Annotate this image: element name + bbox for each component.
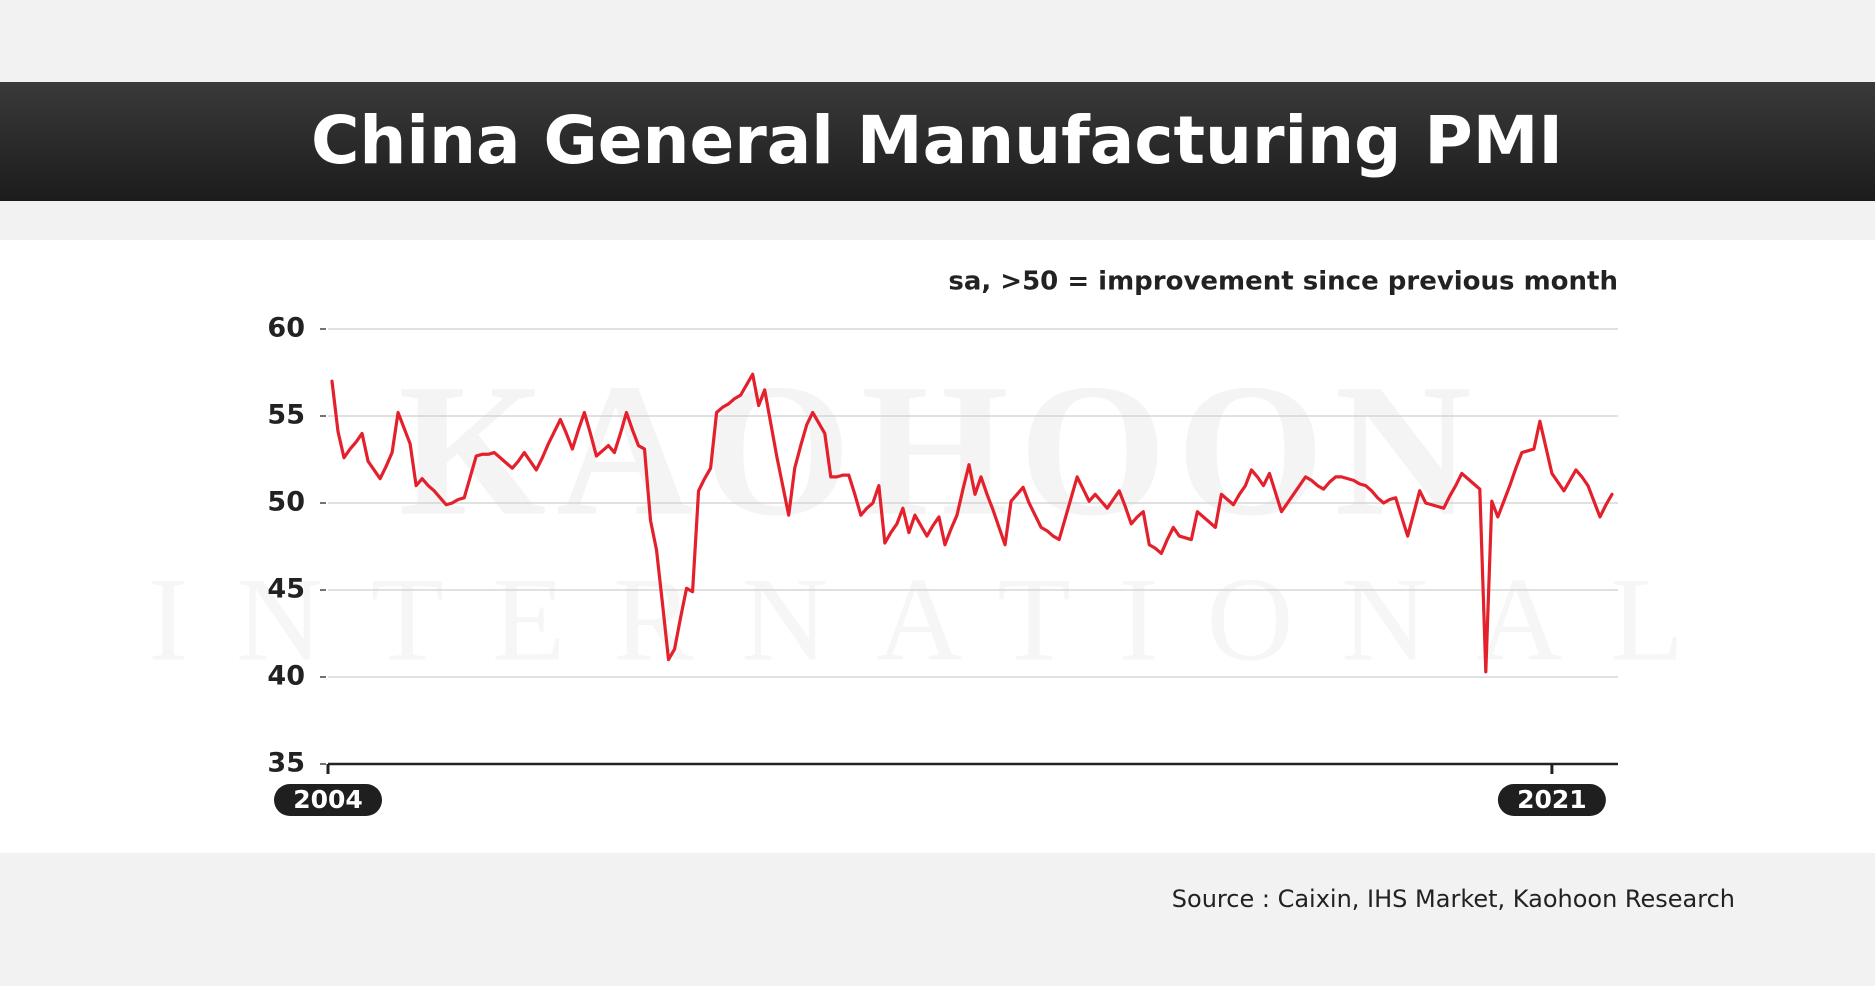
plot-area: 35 40 45 50 55 60 2004 2021	[267, 313, 1618, 816]
source-note: Source : Caixin, IHS Market, Kaohoon Res…	[1172, 885, 1735, 913]
chart-panel	[0, 240, 1875, 853]
y-tick-label: 35	[267, 748, 305, 779]
y-tick-label: 40	[267, 661, 305, 692]
watermark: INTERNATIONAL	[148, 553, 1732, 686]
chart-title: China General Manufacturing PMI	[311, 102, 1563, 179]
y-tick-label: 50	[267, 487, 305, 518]
chart-subtitle: sa, >50 = improvement since previous mon…	[948, 267, 1618, 297]
x-label-pill	[1497, 784, 1606, 816]
x-tick-label: 2004	[293, 785, 363, 814]
y-tick-label: 60	[267, 313, 305, 344]
y-tick-label: 45	[267, 574, 305, 605]
pmi-line	[330, 372, 1614, 674]
x-tick-label: 2021	[1517, 785, 1587, 814]
y-tick-label: 55	[267, 400, 305, 431]
x-label-pill	[274, 784, 382, 816]
title-bar	[0, 82, 1875, 201]
